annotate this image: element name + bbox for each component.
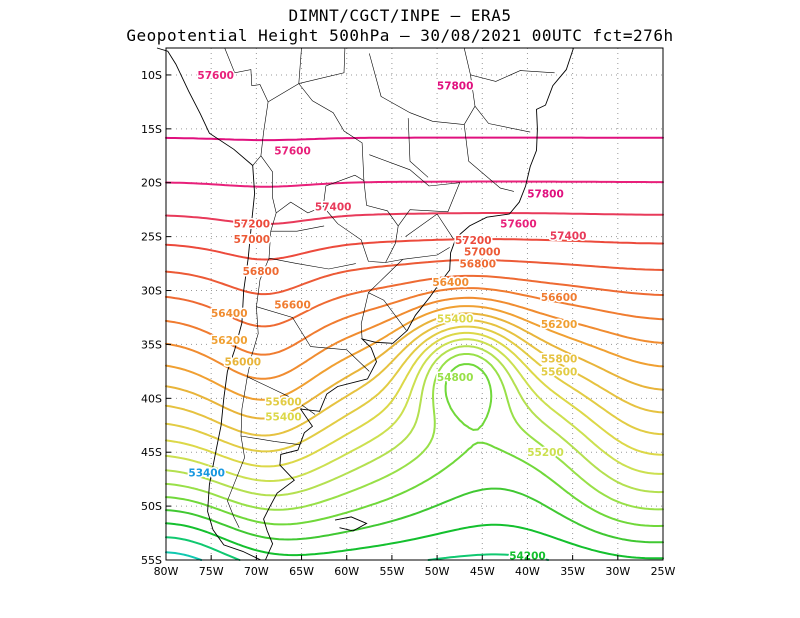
- political-border: [268, 257, 356, 270]
- political-border: [256, 306, 370, 372]
- lat-tick-label: 45S: [141, 446, 162, 459]
- lon-tick-label: 35W: [560, 565, 585, 578]
- contour-55600: [165, 325, 664, 453]
- contour-label: 56200: [541, 319, 578, 331]
- political-border: [474, 106, 531, 133]
- political-border: [260, 155, 277, 213]
- map-title-line-2: Geopotential Height 500hPa – 30/08/2021 …: [126, 26, 674, 45]
- political-border: [298, 47, 302, 84]
- lon-tick-label: 50W: [425, 565, 450, 578]
- lat-tick-label: 35S: [141, 338, 162, 351]
- contour-label: 56600: [274, 300, 311, 312]
- contour-label: 54800: [437, 372, 474, 384]
- lon-tick-label: 60W: [334, 565, 359, 578]
- contour-label: 57400: [315, 201, 352, 213]
- contour-53800: [165, 551, 203, 561]
- contour-54800: [165, 353, 664, 511]
- political-border: [463, 47, 555, 82]
- contour-57000: [165, 259, 664, 296]
- lon-tick-label: 70W: [244, 565, 269, 578]
- contour-54000: [165, 536, 550, 561]
- contour-label: 57200: [455, 235, 492, 247]
- political-border: [407, 118, 429, 178]
- lon-tick-label: 65W: [289, 565, 314, 578]
- contour-56200: [165, 305, 664, 401]
- contour-label: 56000: [225, 357, 262, 369]
- lat-tick-label: 10S: [141, 69, 162, 82]
- contour-54400: [165, 487, 664, 544]
- contour-55800: [165, 319, 664, 437]
- contour-label: 56800: [459, 259, 496, 271]
- contour-label: 57600: [197, 70, 234, 82]
- political-border: [369, 154, 461, 227]
- contour-label: 56400: [432, 277, 469, 289]
- geopotential-contours: [165, 136, 664, 561]
- contour-label: 56400: [211, 308, 248, 320]
- contour-57200: [165, 238, 664, 261]
- lon-tick-label: 55W: [379, 565, 404, 578]
- contour-54200: [165, 522, 664, 560]
- contour-label: 55400: [265, 412, 302, 424]
- contour-label: 55200: [527, 447, 564, 459]
- contour-label: 57000: [234, 234, 271, 246]
- contour-label: 56800: [243, 266, 280, 278]
- contour-label: 57000: [464, 247, 501, 259]
- political-border: [270, 225, 325, 232]
- lon-tick-label: 40W: [515, 565, 540, 578]
- lat-tick-label: 40S: [141, 392, 162, 405]
- political-border: [247, 376, 316, 415]
- falkland-islands: [334, 516, 368, 532]
- coastlines-and-borders: [156, 47, 574, 561]
- political-border: [224, 47, 269, 166]
- contour-54600: [165, 363, 664, 527]
- political-border: [360, 292, 369, 340]
- lat-tick-label: 30S: [141, 285, 162, 298]
- political-border: [463, 124, 514, 192]
- contour-55200: [165, 338, 664, 482]
- map-frame: [165, 47, 664, 561]
- contour-56600: [165, 287, 664, 356]
- pacific-coastline: [156, 47, 262, 561]
- political-border: [405, 213, 454, 239]
- contour-label: 53400: [188, 468, 225, 480]
- contour-label: 57800: [437, 81, 474, 93]
- political-border: [298, 47, 346, 84]
- lon-tick-label: 75W: [199, 565, 224, 578]
- atlantic-coastline: [263, 47, 574, 561]
- contour-label: 57600: [274, 145, 311, 157]
- lat-tick-label: 50S: [141, 500, 162, 513]
- political-border: [322, 180, 399, 263]
- lat-tick-label: 20S: [141, 177, 162, 190]
- contour-label: 55800: [541, 353, 578, 365]
- contour-label: 55600: [541, 366, 578, 378]
- contour-labels: 57600 57800 57600 57400 57800 57600 57400 57200…: [187, 68, 588, 564]
- contour-55400: [165, 331, 664, 468]
- contour-label: 57800: [527, 189, 564, 201]
- contour-56000: [165, 312, 664, 420]
- lat-tick-label: 15S: [141, 123, 162, 136]
- contour-57600: [165, 180, 664, 188]
- contour-label: 57200: [234, 219, 271, 231]
- lon-tick-label: 25W: [651, 565, 676, 578]
- contour-label: 57400: [550, 231, 587, 243]
- lat-tick-label: 55S: [141, 554, 162, 567]
- lon-tick-label: 30W: [605, 565, 630, 578]
- contour-label: 56600: [541, 292, 578, 304]
- contour-55000: [165, 345, 664, 497]
- contour-56400: [165, 296, 664, 380]
- contour-label: 55600: [265, 397, 302, 409]
- lon-tick-label: 45W: [470, 565, 495, 578]
- contour-label: 56200: [211, 335, 248, 347]
- map-title-line-1: DIMNT/CGCT/INPE – ERA5: [288, 6, 512, 25]
- axis-ticks: 80W 75W 70W 65W 60W 55W 50W 45W 40W 35W 30W 25W 10S 1…: [141, 69, 676, 578]
- contour-57800: [165, 136, 664, 142]
- contour-label: 55400: [437, 314, 474, 326]
- contour-57400: [165, 212, 664, 225]
- political-border: [240, 435, 300, 445]
- lat-tick-label: 25S: [141, 231, 162, 244]
- lon-tick-label: 80W: [154, 565, 179, 578]
- contour-label: 57600: [500, 219, 537, 231]
- political-border: [402, 247, 450, 260]
